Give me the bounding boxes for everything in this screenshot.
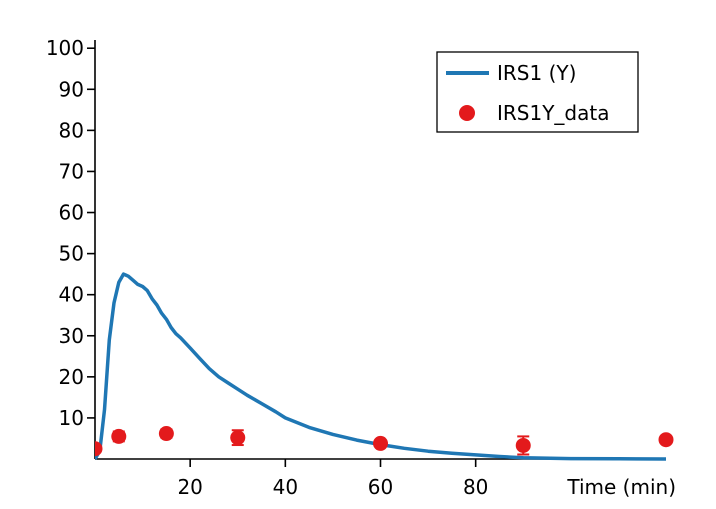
data-point: [373, 435, 388, 451]
data-point: [515, 437, 531, 453]
series-line: [95, 272, 667, 461]
y-tick-label: 60: [59, 201, 84, 225]
data-point: [230, 430, 246, 446]
data-point: [158, 426, 174, 442]
legend-label: IRS1Y_data: [497, 101, 609, 125]
x-tick-label: 60: [368, 475, 393, 499]
y-tick-label: 70: [59, 159, 84, 183]
y-tick-label: 90: [59, 77, 84, 101]
data-point: [95, 441, 103, 457]
y-tick-label: 10: [59, 406, 84, 430]
plot-area: [95, 272, 674, 461]
y-tick-label: 40: [59, 283, 84, 307]
y-tick-label: 80: [59, 118, 84, 142]
y-tick-label: 50: [59, 242, 84, 266]
x-tick-label: 20: [177, 475, 202, 499]
axes: 10 20 30 40 50 60 70 80 90 100 20 40 60 80: [46, 36, 666, 499]
series-0: [95, 272, 667, 461]
data-point: [111, 428, 127, 444]
series-1: [95, 426, 674, 457]
legend-label: IRS1 (Y): [497, 61, 576, 85]
x-tick-label: 40: [273, 475, 298, 499]
x-tick-label: 80: [463, 475, 488, 499]
y-tick-label: 20: [59, 365, 84, 389]
y-tick-label: 30: [59, 324, 84, 348]
y-tick-label: 100: [46, 36, 84, 60]
legend: IRS1 (Y) IRS1Y_data: [436, 51, 639, 133]
data-point: [658, 432, 674, 448]
x-axis-label: Time (min): [566, 475, 676, 499]
legend-swatch-marker: [459, 105, 475, 121]
